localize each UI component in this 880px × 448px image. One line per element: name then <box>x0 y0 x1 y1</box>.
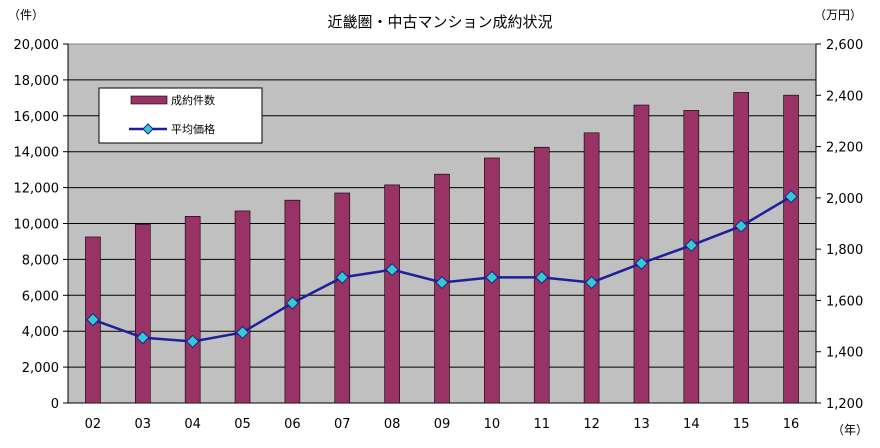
right-tick-label: 1,800 <box>826 243 863 258</box>
chart-title: 近畿圏・中古マンション成約状況 <box>327 13 552 31</box>
left-tick-label: 2,000 <box>22 361 59 376</box>
left-tick-label: 14,000 <box>14 146 60 161</box>
x-tick-label: 02 <box>85 417 102 432</box>
right-tick-label: 2,200 <box>826 141 863 156</box>
line-marker <box>185 334 200 349</box>
bar <box>135 224 151 404</box>
left-tick-label: 4,000 <box>22 325 59 340</box>
left-tick-label: 12,000 <box>14 182 60 197</box>
x-tick-label: 16 <box>783 417 800 432</box>
line-marker <box>435 275 449 290</box>
legend-label-bars: 成約件数 <box>171 93 215 107</box>
line-marker <box>535 270 549 285</box>
x-tick-label: 10 <box>484 417 501 432</box>
bar <box>783 94 799 404</box>
left-axis-unit: （件） <box>8 8 44 22</box>
left-tick-label: 8,000 <box>22 253 59 268</box>
line-marker <box>684 238 699 253</box>
bar <box>733 92 750 404</box>
line-marker <box>335 270 349 285</box>
legend-label-line: 平均価格 <box>171 122 215 136</box>
line-marker <box>136 330 150 345</box>
left-tick-label: 10,000 <box>14 218 60 233</box>
x-tick-label: 09 <box>434 417 451 432</box>
right-tick-label: 1,400 <box>826 346 863 361</box>
line-marker <box>734 219 748 233</box>
left-tick-label: 6,000 <box>22 289 59 304</box>
line-marker <box>86 312 100 327</box>
x-tick-label: 11 <box>533 417 550 432</box>
bar <box>184 216 201 404</box>
bar <box>683 110 700 404</box>
x-tick-label: 15 <box>733 417 750 432</box>
bar <box>583 132 600 404</box>
right-tick-label: 2,000 <box>826 192 863 207</box>
right-axis-unit: （万円） <box>814 8 862 22</box>
line-marker <box>784 189 798 204</box>
right-tick-label: 2,600 <box>826 38 863 53</box>
x-tick-label: 05 <box>234 417 251 432</box>
legend-box <box>98 87 263 144</box>
left-tick-label: 18,000 <box>14 74 60 89</box>
legend-marker <box>142 123 154 135</box>
x-tick-label: 06 <box>284 417 301 432</box>
left-tick-label: 16,000 <box>14 110 60 125</box>
right-tick-label: 1,200 <box>826 397 863 412</box>
line-marker <box>485 270 499 285</box>
left-tick-label: 20,000 <box>14 38 60 53</box>
bar <box>384 184 400 404</box>
line-marker <box>285 296 300 310</box>
bar <box>633 104 650 404</box>
legend-bar-swatch <box>130 95 168 105</box>
x-axis-unit: （年） <box>832 423 868 437</box>
bar <box>334 192 351 404</box>
x-tick-label: 03 <box>135 417 152 432</box>
line-marker <box>634 256 649 270</box>
bar <box>234 210 251 404</box>
x-tick-label: 14 <box>683 417 700 432</box>
line-marker <box>385 262 399 277</box>
plot-area: 0 2,000 4,000 6,000 8,000 10,000 12,000 14,000 1… <box>14 38 864 432</box>
line-marker <box>235 325 250 340</box>
x-tick-label: 13 <box>633 417 650 432</box>
x-tick-label: 04 <box>184 417 201 432</box>
left-tick-label: 0 <box>51 397 59 412</box>
line-marker <box>584 275 599 290</box>
x-tick-label: 12 <box>583 417 600 432</box>
x-tick-label: 07 <box>334 417 351 432</box>
right-tick-label: 2,400 <box>826 89 863 104</box>
x-tick-label: 08 <box>384 417 401 432</box>
right-tick-label: 1,600 <box>826 294 863 309</box>
